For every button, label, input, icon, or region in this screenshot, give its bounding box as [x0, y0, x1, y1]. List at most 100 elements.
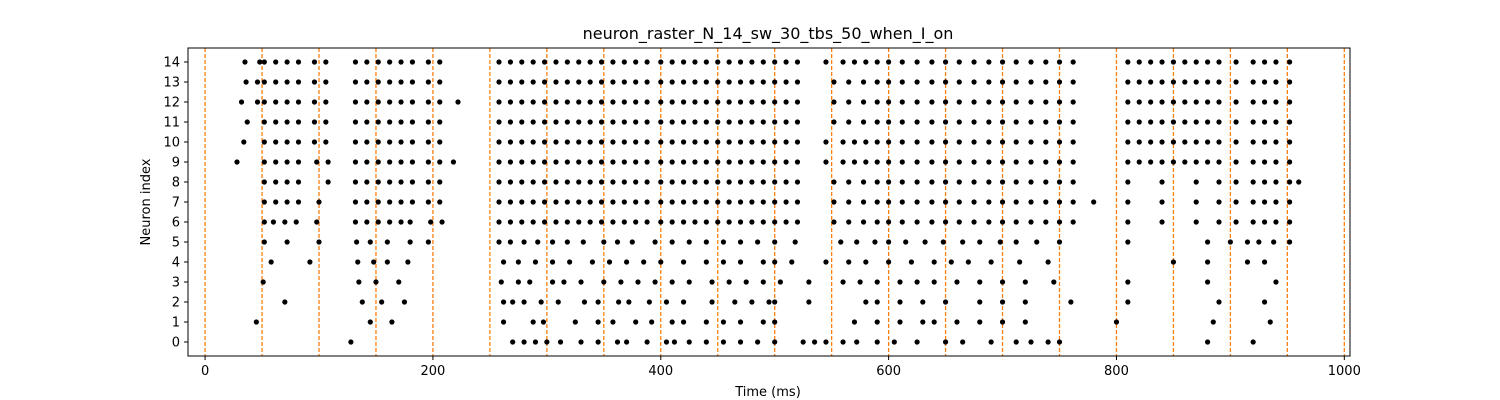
spike-point	[564, 79, 570, 85]
spike-point	[437, 159, 443, 165]
spike-point	[425, 239, 431, 245]
spike-point	[1261, 219, 1268, 225]
spike-point	[496, 179, 502, 185]
spike-point	[538, 299, 544, 305]
spike-point	[500, 259, 507, 265]
spike-point	[749, 99, 755, 105]
spike-point	[387, 79, 393, 85]
spike-point	[1043, 79, 1049, 85]
spike-point	[772, 159, 778, 165]
spike-point	[1250, 79, 1256, 85]
spike-point	[1056, 79, 1063, 85]
spike-point	[323, 59, 329, 65]
spike-point	[692, 79, 698, 85]
spike-point	[914, 159, 920, 165]
spike-point	[772, 79, 778, 85]
spike-point	[268, 259, 274, 265]
spike-point	[530, 119, 536, 125]
spike-point	[610, 139, 616, 145]
spike-point	[942, 139, 949, 145]
spike-point	[273, 59, 279, 65]
spike-point	[1043, 99, 1049, 105]
spike-point	[1013, 179, 1019, 185]
spike-point	[1267, 319, 1273, 325]
spike-point	[1182, 79, 1188, 85]
spike-point	[783, 139, 789, 145]
spike-point	[587, 79, 593, 85]
spike-point	[1043, 219, 1049, 225]
spike-point	[929, 99, 935, 105]
spike-point	[899, 99, 905, 105]
spike-point	[692, 219, 698, 225]
spike-point	[633, 79, 639, 85]
spike-point	[899, 59, 905, 65]
spike-point	[999, 219, 1006, 225]
spike-point	[715, 99, 721, 105]
spike-point	[598, 159, 605, 165]
spike-point	[564, 99, 570, 105]
spike-point	[794, 59, 801, 65]
spike-point	[364, 219, 370, 225]
spike-point	[929, 59, 935, 65]
spike-point	[295, 179, 302, 185]
spike-point	[257, 59, 263, 65]
spike-point	[323, 79, 329, 85]
spike-point	[715, 219, 721, 225]
spike-point	[507, 199, 513, 205]
spike-point	[273, 119, 279, 125]
spike-point	[1013, 339, 1019, 345]
spike-point	[576, 199, 582, 205]
spike-point	[956, 119, 962, 125]
spike-point	[1204, 59, 1211, 65]
spike-point	[1193, 59, 1199, 65]
spike-point	[352, 199, 359, 205]
spike-point	[897, 319, 903, 325]
spike-point	[669, 139, 675, 145]
spike-point	[587, 179, 593, 185]
spike-point	[897, 279, 903, 285]
spike-point	[1022, 319, 1028, 325]
spike-point	[364, 179, 370, 185]
spike-point	[364, 99, 370, 105]
spike-point	[354, 239, 360, 245]
spike-point	[387, 219, 393, 225]
spike-point	[1148, 119, 1154, 125]
spike-point	[398, 179, 404, 185]
spike-point	[553, 179, 559, 185]
spike-point	[886, 219, 892, 225]
spike-point	[997, 239, 1003, 245]
spike-point	[519, 119, 525, 125]
spike-point	[621, 139, 627, 145]
spike-point	[282, 299, 288, 305]
spike-point	[1013, 99, 1019, 105]
spike-point	[680, 259, 687, 265]
spike-point	[977, 319, 983, 325]
spike-point	[658, 159, 664, 165]
spike-point	[398, 59, 404, 65]
spike-point	[929, 79, 935, 85]
spike-point	[703, 119, 709, 125]
spike-point	[532, 339, 539, 345]
spike-point	[860, 119, 867, 125]
spike-point	[311, 79, 318, 85]
spike-point	[715, 199, 721, 205]
spike-point	[726, 79, 732, 85]
spike-point	[899, 199, 905, 205]
spike-point	[789, 259, 795, 265]
spike-point	[311, 119, 318, 125]
spike-point	[1193, 79, 1199, 85]
spike-point	[831, 119, 837, 125]
spike-point	[886, 59, 892, 65]
spike-point	[295, 99, 302, 105]
spike-point	[942, 299, 949, 305]
spike-point	[1233, 119, 1239, 125]
spike-point	[948, 259, 954, 265]
spike-point	[1210, 319, 1216, 325]
spike-point	[1148, 59, 1154, 65]
spike-point	[709, 279, 715, 285]
spike-point	[760, 139, 766, 145]
spike-point	[726, 219, 732, 225]
spike-point	[823, 139, 829, 145]
spike-point	[307, 259, 313, 265]
spike-point	[831, 79, 837, 85]
